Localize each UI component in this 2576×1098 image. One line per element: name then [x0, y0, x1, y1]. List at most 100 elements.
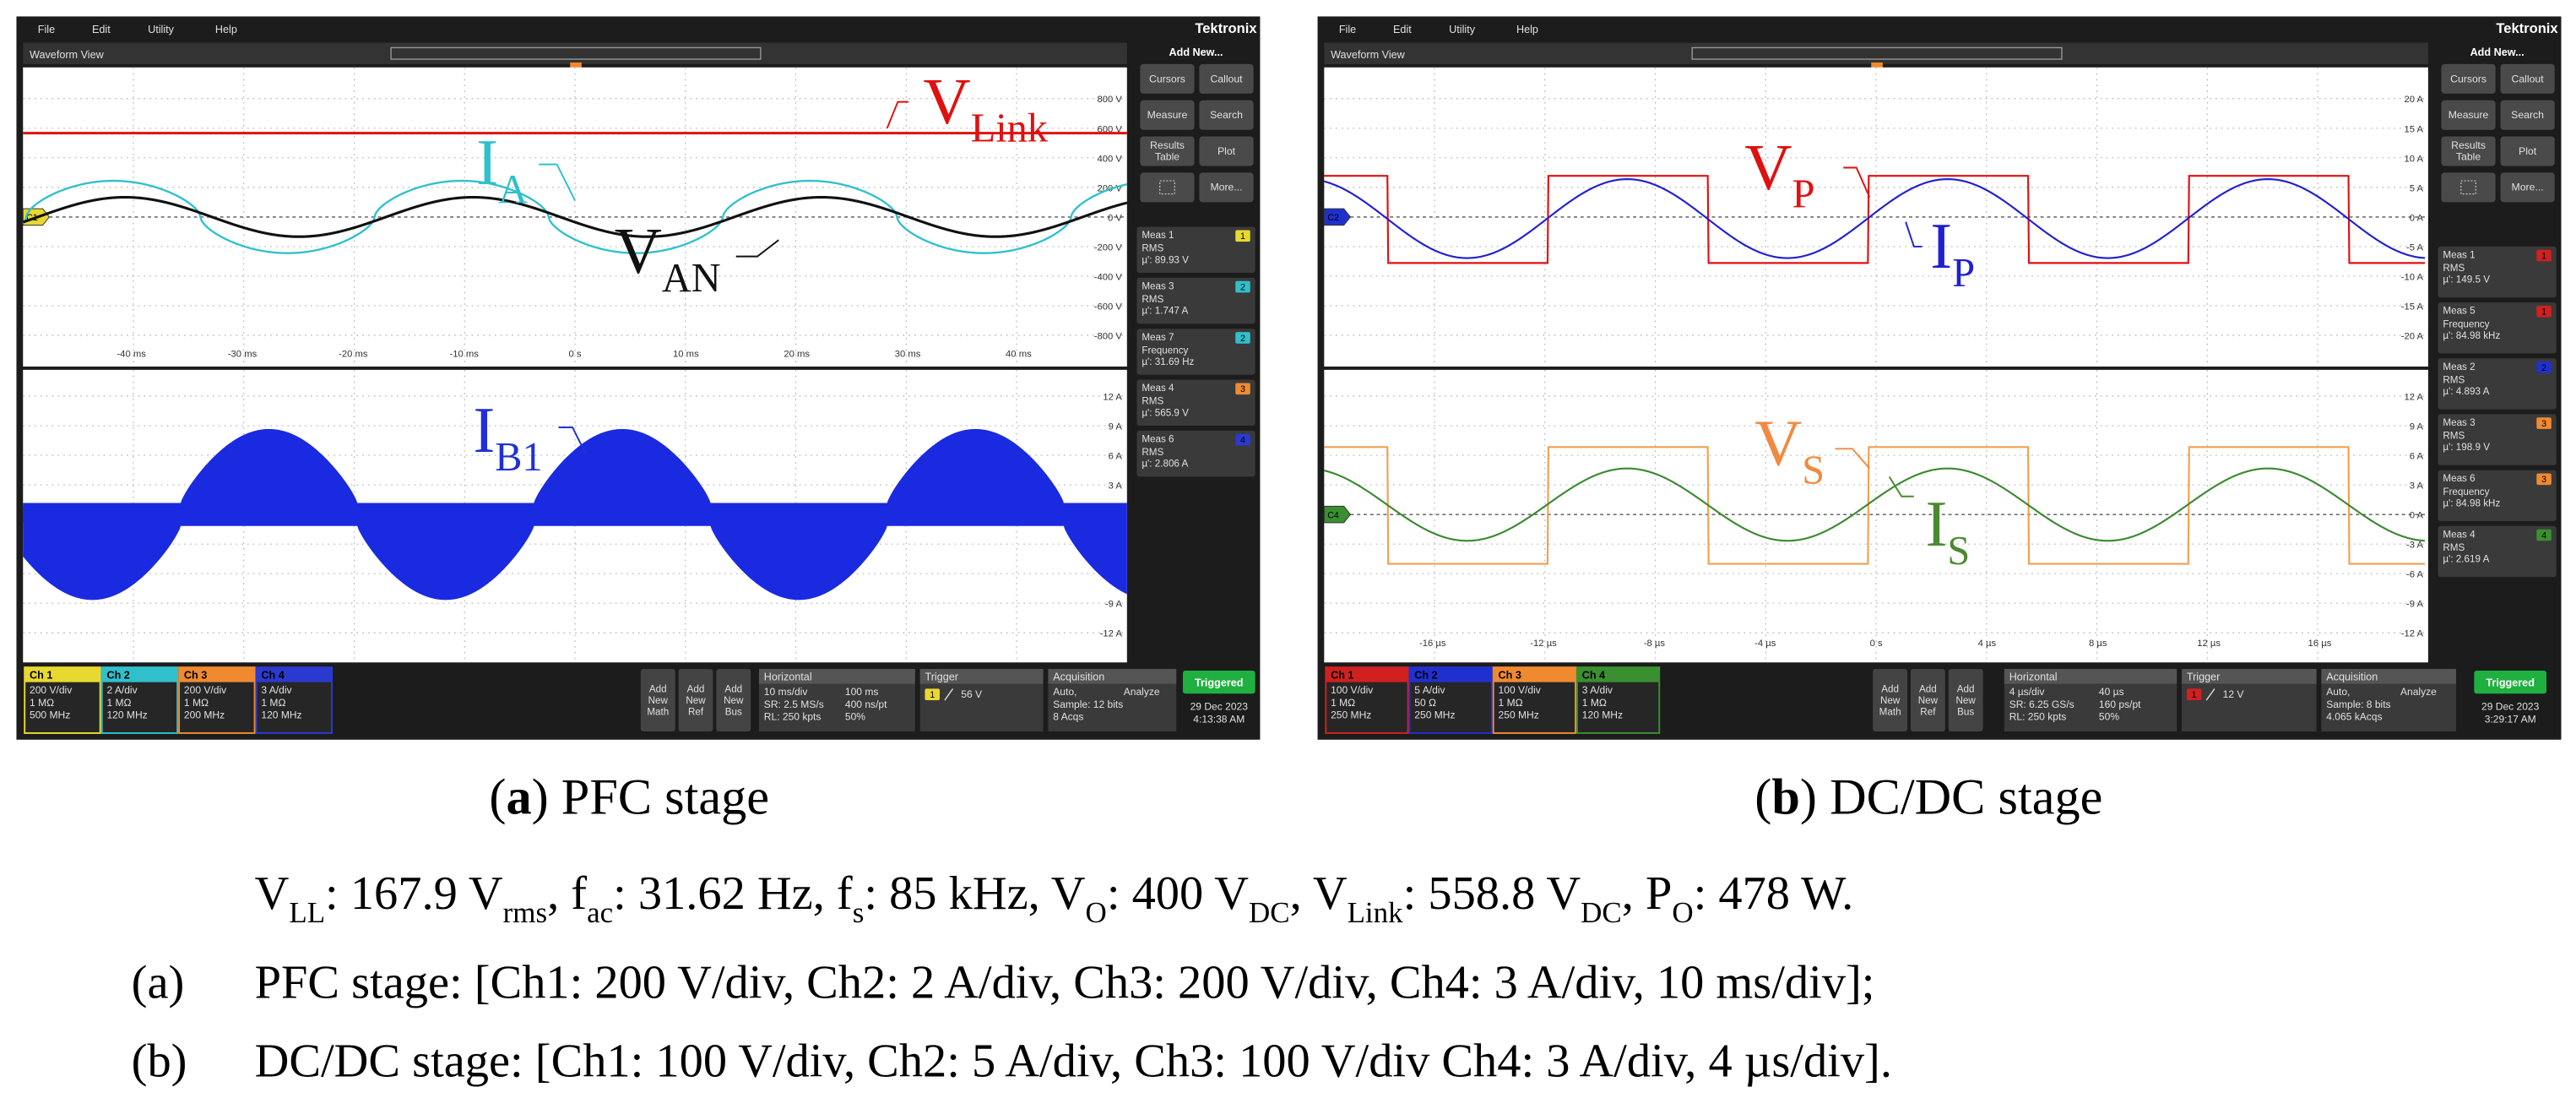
side-button[interactable]: [1199, 172, 1254, 203]
scope-panel: File Edit Utility Help Tektronix Waveform Vie…: [1317, 16, 2562, 740]
measurement-name: Meas 4: [2443, 529, 2476, 540]
channel-setting: 50 Ω: [1414, 697, 1436, 709]
channel-setting: 100 V/div: [1331, 684, 1373, 696]
add-button-label: Add: [1919, 683, 1937, 694]
side-button[interactable]: [2500, 100, 2555, 130]
add-button[interactable]: [1873, 669, 1908, 732]
measurement-box[interactable]: [1136, 379, 1255, 427]
measurement-badge-label: 4: [1240, 435, 1245, 445]
menu-item[interactable]: Edit: [1393, 24, 1412, 35]
measurement-badge-label: 1: [2541, 307, 2546, 318]
icon-button[interactable]: [2441, 172, 2496, 203]
horizontal-header: [2004, 669, 2177, 684]
menu-item[interactable]: Utility: [148, 24, 175, 35]
horizontal-setting: RL: 250 kpts: [764, 710, 822, 722]
add-button[interactable]: [1910, 669, 1945, 732]
menu-item[interactable]: File: [1339, 24, 1356, 35]
channel-setting: 250 MHz: [1331, 709, 1371, 720]
waveform: [22, 195, 1128, 238]
summary-line-run: ac: [587, 896, 613, 929]
side-button[interactable]: [2441, 100, 2496, 130]
icon-button[interactable]: [1140, 172, 1195, 203]
note-text: DC/DC stage: [Ch1: 100 V/div, Ch2: 5 A/d…: [255, 1035, 1892, 1088]
side-button[interactable]: [2500, 172, 2555, 203]
x-tick-label: 0 s: [1870, 639, 1883, 649]
time-label: 4:13:38 AM: [1193, 713, 1245, 725]
side-button[interactable]: [1140, 63, 1195, 94]
measurement-badge: [2536, 305, 2552, 318]
measurement-line: Frequency: [2443, 318, 2489, 329]
menu-item[interactable]: Utility: [1449, 24, 1476, 35]
add-button-label: Math: [647, 707, 669, 718]
waveform: [1324, 467, 2426, 542]
annotation-leader: [558, 427, 588, 456]
summary-line-run: O: [1672, 896, 1693, 929]
acquisition-setting: 4.065 kAcqs: [2326, 710, 2382, 722]
channel-setting: 120 MHz: [1582, 709, 1623, 720]
channel-setting: 1 MΩ: [1582, 697, 1607, 709]
side-button-label: Callout: [1210, 73, 1243, 84]
horizontal-setting: SR: 2.5 MS/s: [764, 698, 824, 710]
side-button-label: Table: [1155, 151, 1180, 163]
brand-logo: Tektronix: [2496, 20, 2558, 36]
measurement-box[interactable]: [2438, 358, 2557, 410]
trace-annotation-run: I: [1925, 487, 1947, 560]
channel-header: [1409, 667, 1492, 682]
panel-caption-run: ) PFC stage: [532, 769, 769, 825]
side-button[interactable]: [2500, 136, 2555, 166]
measurement-box[interactable]: [2438, 525, 2557, 578]
measurement-box[interactable]: [1136, 226, 1255, 274]
measurement-box[interactable]: [2438, 470, 2557, 521]
measurement-box[interactable]: [2438, 414, 2557, 465]
trace-annotation-run: AN: [662, 256, 721, 301]
trigger-slope-icon: [2205, 688, 2215, 701]
channel-name: Ch 4: [1582, 670, 1605, 682]
add-button[interactable]: [716, 669, 751, 732]
measurement-box[interactable]: [1136, 277, 1255, 324]
measurement-box[interactable]: [1136, 329, 1255, 375]
measurement-line: RMS: [2443, 374, 2465, 385]
x-tick-label: -12 µs: [1530, 639, 1557, 649]
measurement-box[interactable]: [1136, 430, 1255, 477]
menu-item[interactable]: Help: [215, 24, 237, 35]
menu-item[interactable]: File: [38, 24, 55, 35]
measurement-line: µ': 149.5 V: [2443, 274, 2490, 285]
channel-marker-label: C2: [1327, 213, 1339, 223]
add-button[interactable]: [1948, 669, 1983, 732]
acquisition-title: Acquisition: [1053, 671, 1104, 683]
side-button-label: Callout: [2512, 73, 2545, 84]
measurement-badge-label: 3: [2541, 419, 2546, 429]
side-button[interactable]: [2441, 136, 2496, 166]
y-tick-label: -5 A: [2406, 242, 2424, 253]
add-button-label: Bus: [1957, 707, 1974, 718]
side-button[interactable]: [1199, 100, 1254, 130]
measurement-box[interactable]: [2438, 246, 2557, 298]
menu-item[interactable]: Edit: [92, 24, 111, 35]
side-button-label: Search: [1210, 109, 1243, 121]
measurement-badge: [1235, 230, 1250, 242]
add-button-label: Bus: [725, 707, 742, 718]
trace-annotation: IA: [476, 126, 528, 212]
add-button[interactable]: [678, 669, 713, 732]
measurement-box[interactable]: [2438, 302, 2557, 354]
side-button[interactable]: [2500, 63, 2555, 94]
measurement-badge: [1235, 383, 1250, 395]
annotation-leader: [1835, 448, 1871, 470]
channel-name: Ch 2: [1414, 670, 1437, 682]
horizontal-title: Horizontal: [2009, 671, 2058, 683]
measurement-name: Meas 2: [2443, 361, 2475, 372]
trigger-source-badge: [2186, 688, 2202, 701]
channel-setting: 250 MHz: [1414, 709, 1455, 720]
side-button[interactable]: [1199, 136, 1254, 166]
side-button[interactable]: [1199, 63, 1254, 94]
side-button[interactable]: [1140, 100, 1195, 130]
panel-caption-run: (: [489, 769, 506, 825]
side-button[interactable]: [2441, 63, 2496, 94]
add-button[interactable]: [640, 669, 675, 732]
menu-item[interactable]: Help: [1516, 24, 1538, 35]
side-button[interactable]: [1140, 136, 1195, 166]
summary-line-run: : 400 V: [1107, 867, 1249, 920]
horizontal-setting: 400 ns/pt: [845, 698, 887, 710]
view-title: Waveform View: [1331, 49, 1406, 61]
y-tick-label: -6 A: [2406, 570, 2424, 580]
